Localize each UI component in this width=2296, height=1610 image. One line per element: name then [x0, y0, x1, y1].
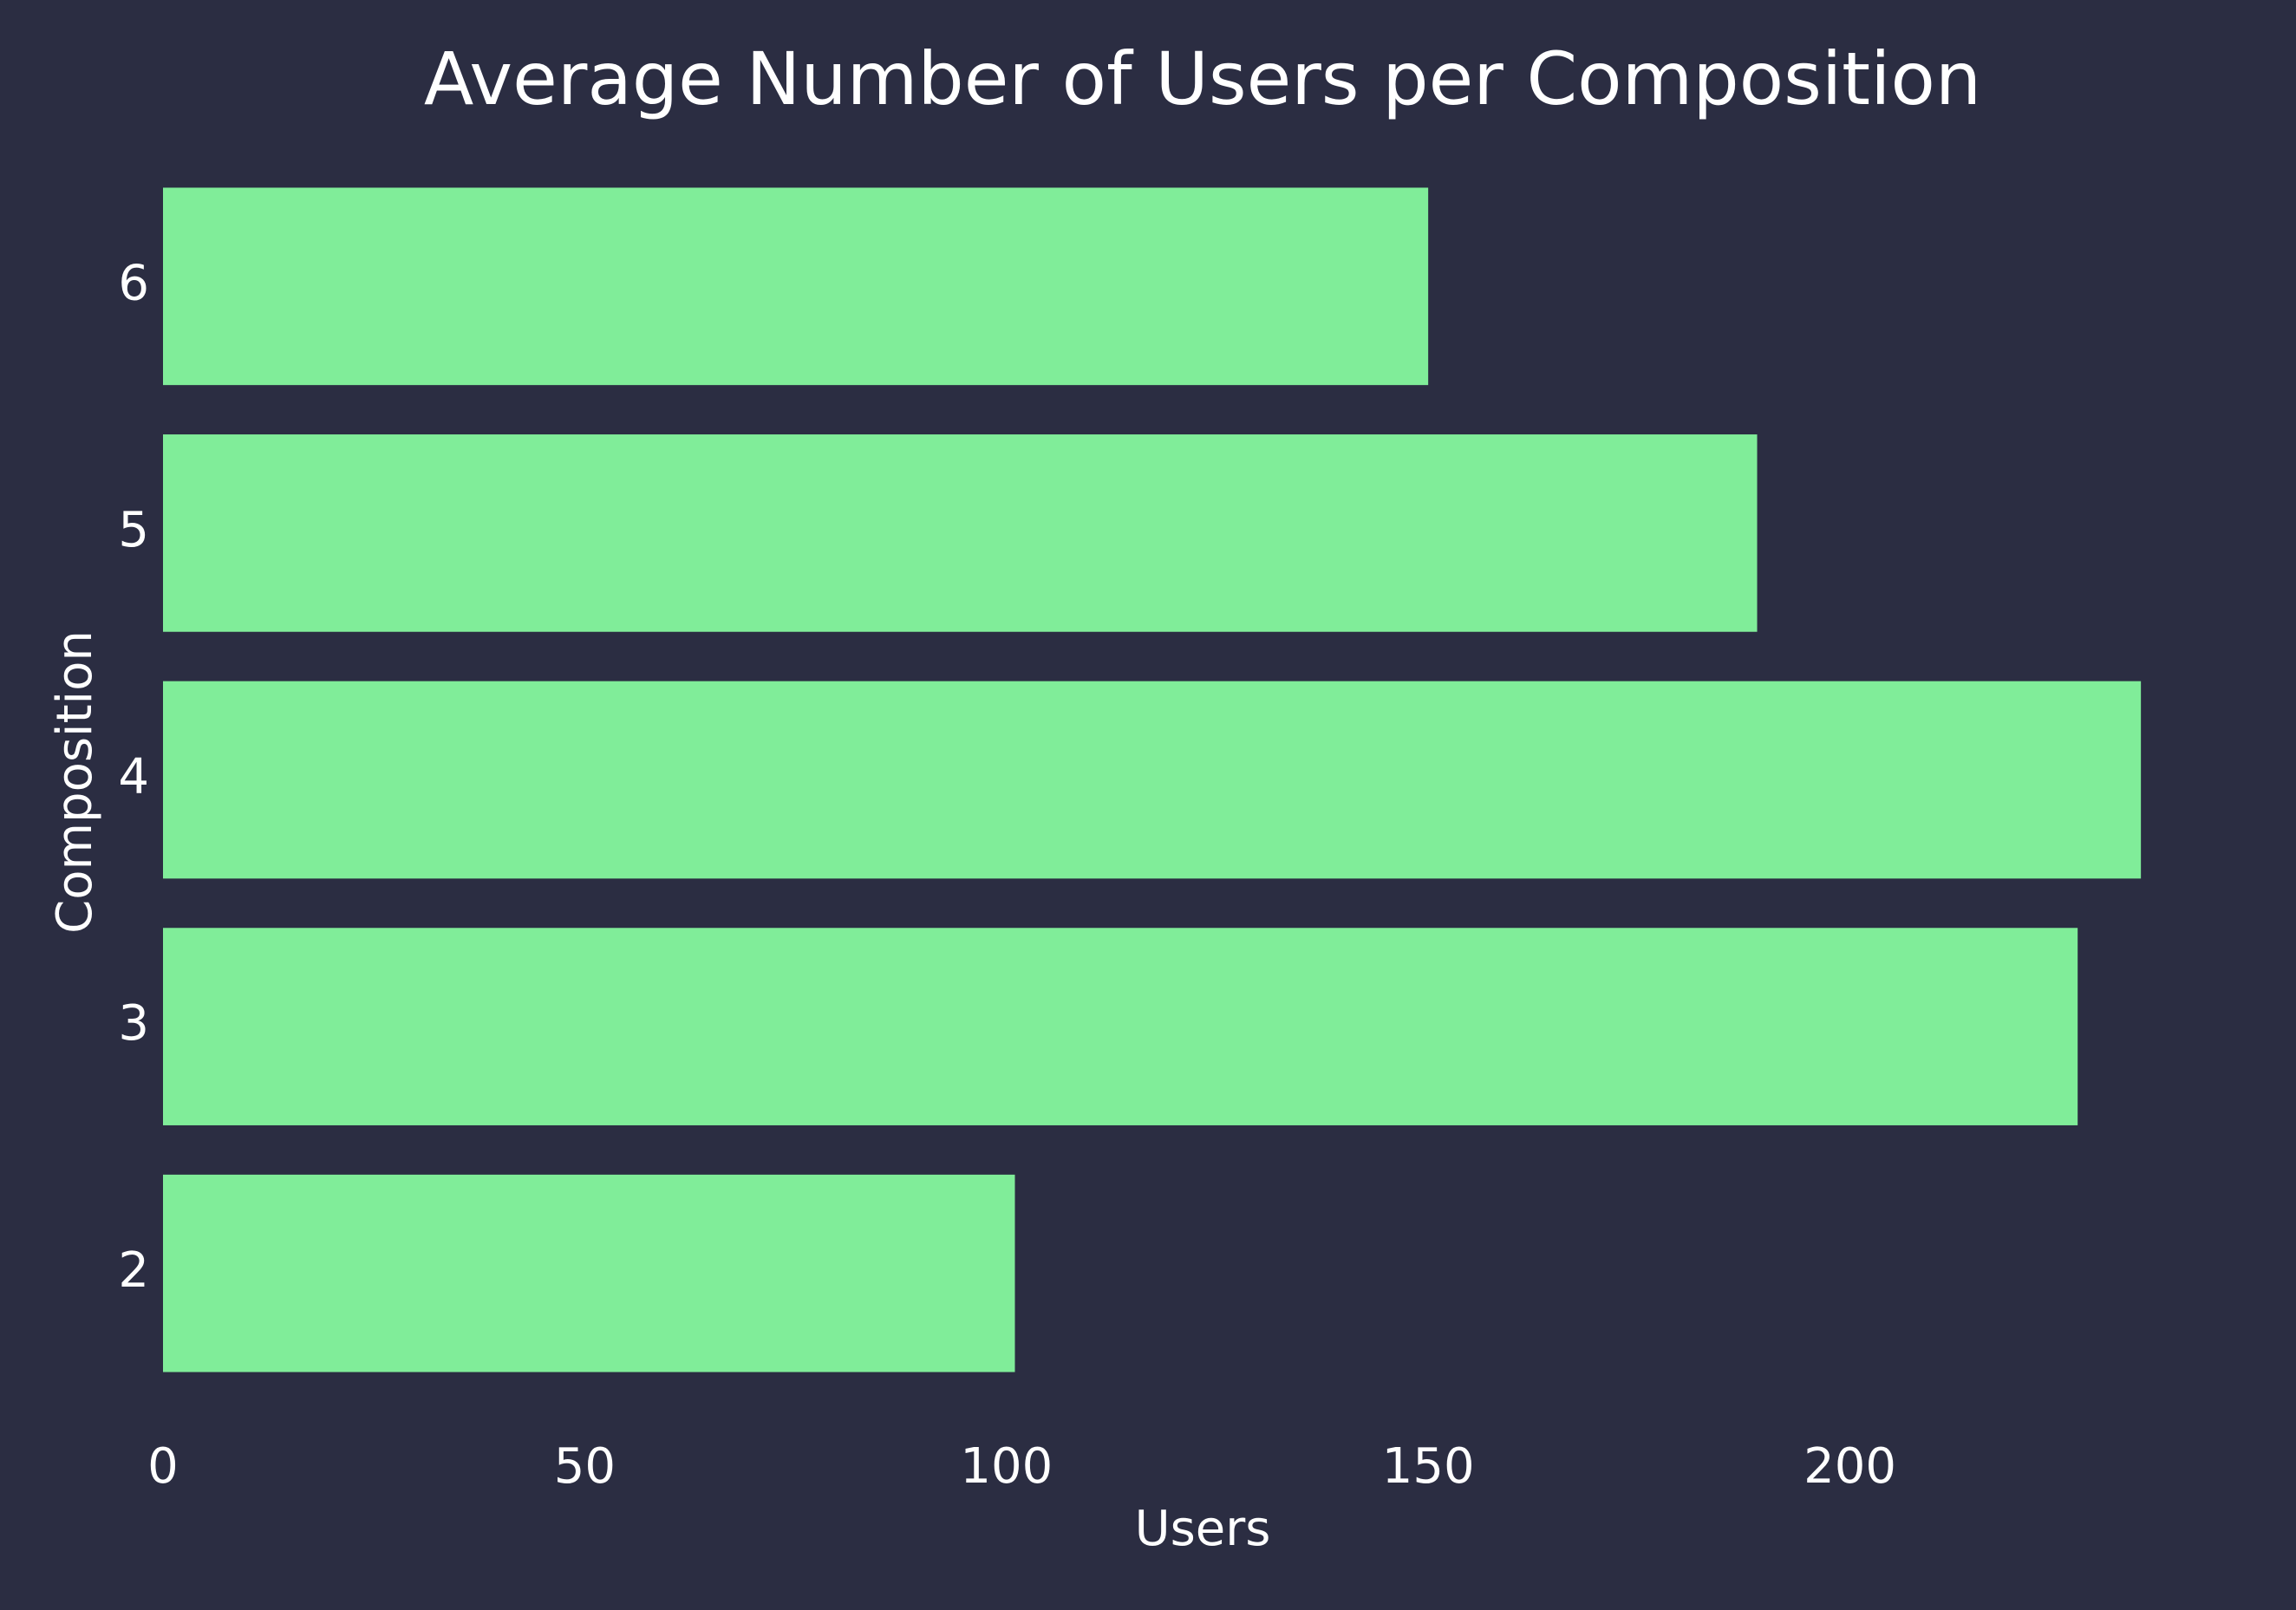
y-tick-label-3: 3 [118, 995, 149, 1052]
x-tick-label-200: 200 [1804, 1438, 1896, 1495]
y-tick-labels: 2 3 4 5 6 [118, 255, 149, 1298]
bar-composition-6 [163, 187, 1429, 386]
y-tick-label-5: 5 [118, 502, 149, 558]
x-tick-label-50: 50 [554, 1438, 616, 1495]
x-tick-label-100: 100 [960, 1438, 1053, 1495]
bar-composition-3 [163, 928, 2078, 1125]
bars-group [163, 187, 2142, 1372]
bar-composition-5 [163, 434, 1758, 632]
y-tick-label-6: 6 [118, 255, 149, 311]
x-tick-label-0: 0 [147, 1438, 179, 1495]
x-tick-label-150: 150 [1382, 1438, 1475, 1495]
x-tick-labels: 0 50 100 150 200 [147, 1438, 1896, 1495]
y-axis-label: Composition [47, 630, 103, 934]
chart-title: Average Number of Users per Composition [424, 36, 1981, 121]
y-tick-label-4: 4 [118, 749, 149, 805]
bar-composition-2 [163, 1174, 1015, 1372]
y-tick-label-2: 2 [118, 1242, 149, 1299]
x-axis-label: Users [1135, 1501, 1271, 1557]
bar-composition-4 [163, 681, 2142, 879]
